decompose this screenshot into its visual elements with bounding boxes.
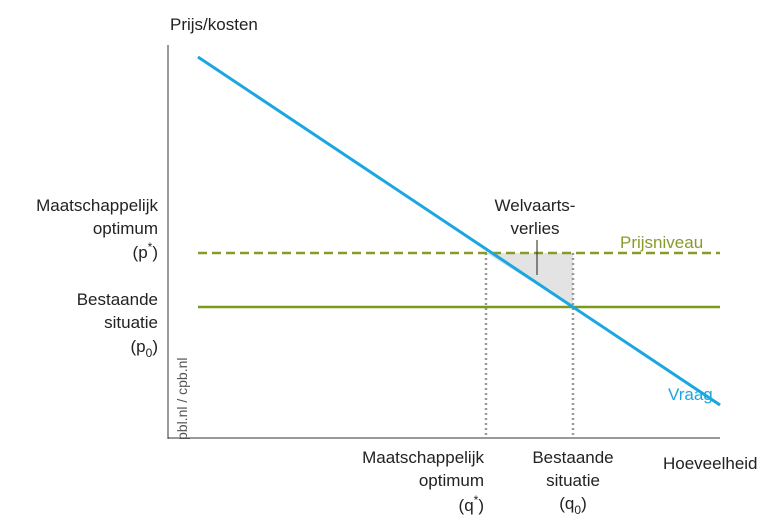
area-label: Welvaarts- (495, 196, 576, 215)
x-axis-label: Hoeveelheid (663, 454, 758, 473)
x-label: optimum (419, 471, 484, 490)
demand-line (197, 55, 721, 407)
y-label: Bestaande (77, 290, 158, 309)
x-label: situatie (546, 471, 600, 490)
demand-label: Vraag (668, 385, 713, 404)
x-symbol: (q*) (459, 493, 484, 515)
x-symbol: (q0) (559, 494, 586, 517)
area-label: verlies (510, 219, 559, 238)
axes (167, 45, 720, 439)
y-label: situatie (104, 313, 158, 332)
x-label: Bestaande (532, 448, 613, 467)
y-axis-label: Prijs/kosten (170, 15, 258, 34)
y-label: Maatschappelijk (36, 196, 158, 215)
y-symbol: (p0) (131, 337, 158, 360)
y-symbol: (p*) (133, 240, 158, 262)
price-level-label: Prijsniveau (620, 233, 703, 252)
y-label: optimum (93, 219, 158, 238)
x-label: Maatschappelijk (362, 448, 484, 467)
source: pbl.nl / cpb.nl (174, 358, 190, 441)
